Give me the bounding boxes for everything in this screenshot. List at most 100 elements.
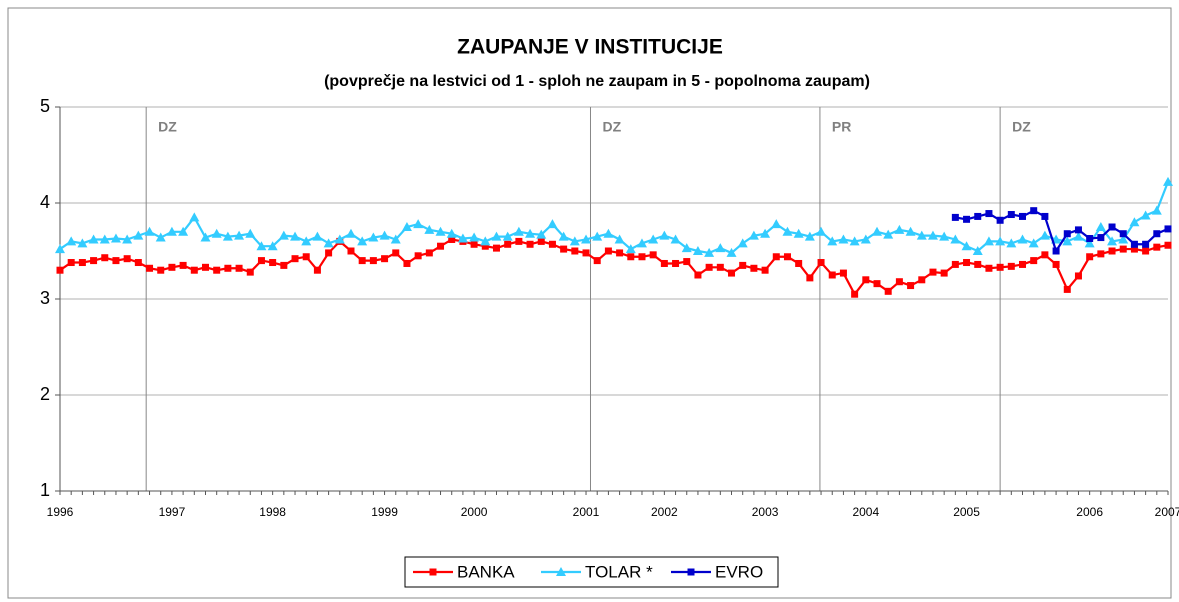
data-point: [536, 229, 547, 239]
data-point: [983, 236, 994, 246]
data-point: [437, 242, 445, 250]
data-point: [492, 244, 500, 252]
data-point: [357, 236, 368, 246]
x-tick-label: 1996: [47, 505, 74, 519]
x-tick-label: 2006: [1076, 505, 1103, 519]
data-point: [827, 236, 838, 246]
data-point: [648, 234, 659, 244]
data-point: [1017, 234, 1028, 244]
data-point: [491, 231, 502, 241]
data-point: [1052, 247, 1060, 255]
data-point: [806, 274, 814, 282]
data-point: [1073, 231, 1084, 241]
data-point: [883, 229, 894, 239]
data-point: [290, 231, 301, 241]
data-point: [323, 238, 334, 248]
data-point: [134, 259, 142, 267]
data-point: [918, 276, 926, 284]
data-point: [716, 263, 724, 271]
data-point: [1030, 257, 1038, 265]
data-point: [996, 263, 1004, 271]
data-point: [783, 253, 791, 261]
chart-frame: [7, 7, 1172, 599]
data-point: [1130, 240, 1138, 248]
data-point: [403, 259, 411, 267]
data-point: [222, 231, 233, 241]
data-point: [649, 251, 657, 259]
data-point: [245, 228, 256, 238]
x-tick-label: 2004: [852, 505, 879, 519]
series-line: [59, 238, 1169, 297]
data-point: [683, 258, 691, 266]
data-point: [99, 234, 110, 244]
data-point: [88, 234, 99, 244]
data-point: [963, 215, 971, 223]
x-tick-label: 2000: [461, 505, 488, 519]
data-point: [1030, 207, 1038, 215]
data-point: [571, 247, 579, 255]
data-point: [291, 255, 299, 263]
x-tick-label: 2002: [651, 505, 678, 519]
data-point: [1164, 225, 1172, 233]
data-point: [425, 249, 433, 257]
data-point: [66, 236, 77, 246]
data-point: [525, 228, 536, 238]
x-tick-label: 2005: [953, 505, 980, 519]
data-point: [381, 255, 389, 263]
data-point: [737, 238, 748, 248]
data-point: [560, 245, 568, 253]
data-point: [446, 228, 457, 238]
legend-marker: [429, 568, 437, 576]
data-point: [692, 246, 703, 255]
data-point: [1095, 222, 1106, 231]
data-point: [771, 219, 782, 229]
data-point: [67, 259, 75, 267]
data-point: [235, 264, 243, 272]
data-point: [1019, 212, 1027, 220]
data-point: [939, 231, 950, 241]
x-tick-label: 2001: [573, 505, 600, 519]
data-point: [301, 236, 312, 246]
data-point: [849, 236, 860, 246]
data-point: [435, 226, 446, 236]
x-tick-label: 1998: [259, 505, 286, 519]
data-point: [760, 228, 771, 238]
data-point: [401, 222, 412, 231]
data-point: [940, 269, 948, 277]
data-point: [1086, 235, 1094, 243]
data-point: [1140, 210, 1151, 220]
data-point: [728, 269, 736, 277]
data-point: [681, 243, 692, 253]
data-point: [1028, 238, 1039, 248]
x-tick-label: 2003: [752, 505, 779, 519]
data-point: [211, 228, 222, 238]
data-point: [772, 253, 780, 261]
data-point: [793, 228, 804, 238]
data-point: [133, 230, 144, 240]
data-point: [78, 259, 86, 267]
data-point: [90, 257, 98, 265]
data-point: [907, 282, 915, 290]
data-point: [996, 216, 1004, 224]
event-label: DZ: [602, 119, 621, 135]
data-point: [368, 232, 379, 242]
y-tick-label: 3: [40, 288, 50, 308]
data-point: [302, 253, 310, 261]
data-point: [537, 237, 545, 245]
data-point: [670, 234, 681, 244]
data-point: [504, 240, 512, 248]
data-point: [155, 232, 166, 242]
data-point: [213, 266, 221, 274]
data-point: [581, 234, 592, 244]
data-point: [569, 236, 580, 246]
data-point: [828, 271, 836, 279]
data-point: [1097, 234, 1105, 242]
data-point: [201, 263, 209, 271]
data-point: [739, 261, 747, 269]
data-point: [1142, 247, 1150, 255]
data-point: [224, 264, 232, 272]
data-point: [1130, 245, 1138, 253]
data-point: [895, 278, 903, 286]
data-point: [694, 271, 702, 279]
